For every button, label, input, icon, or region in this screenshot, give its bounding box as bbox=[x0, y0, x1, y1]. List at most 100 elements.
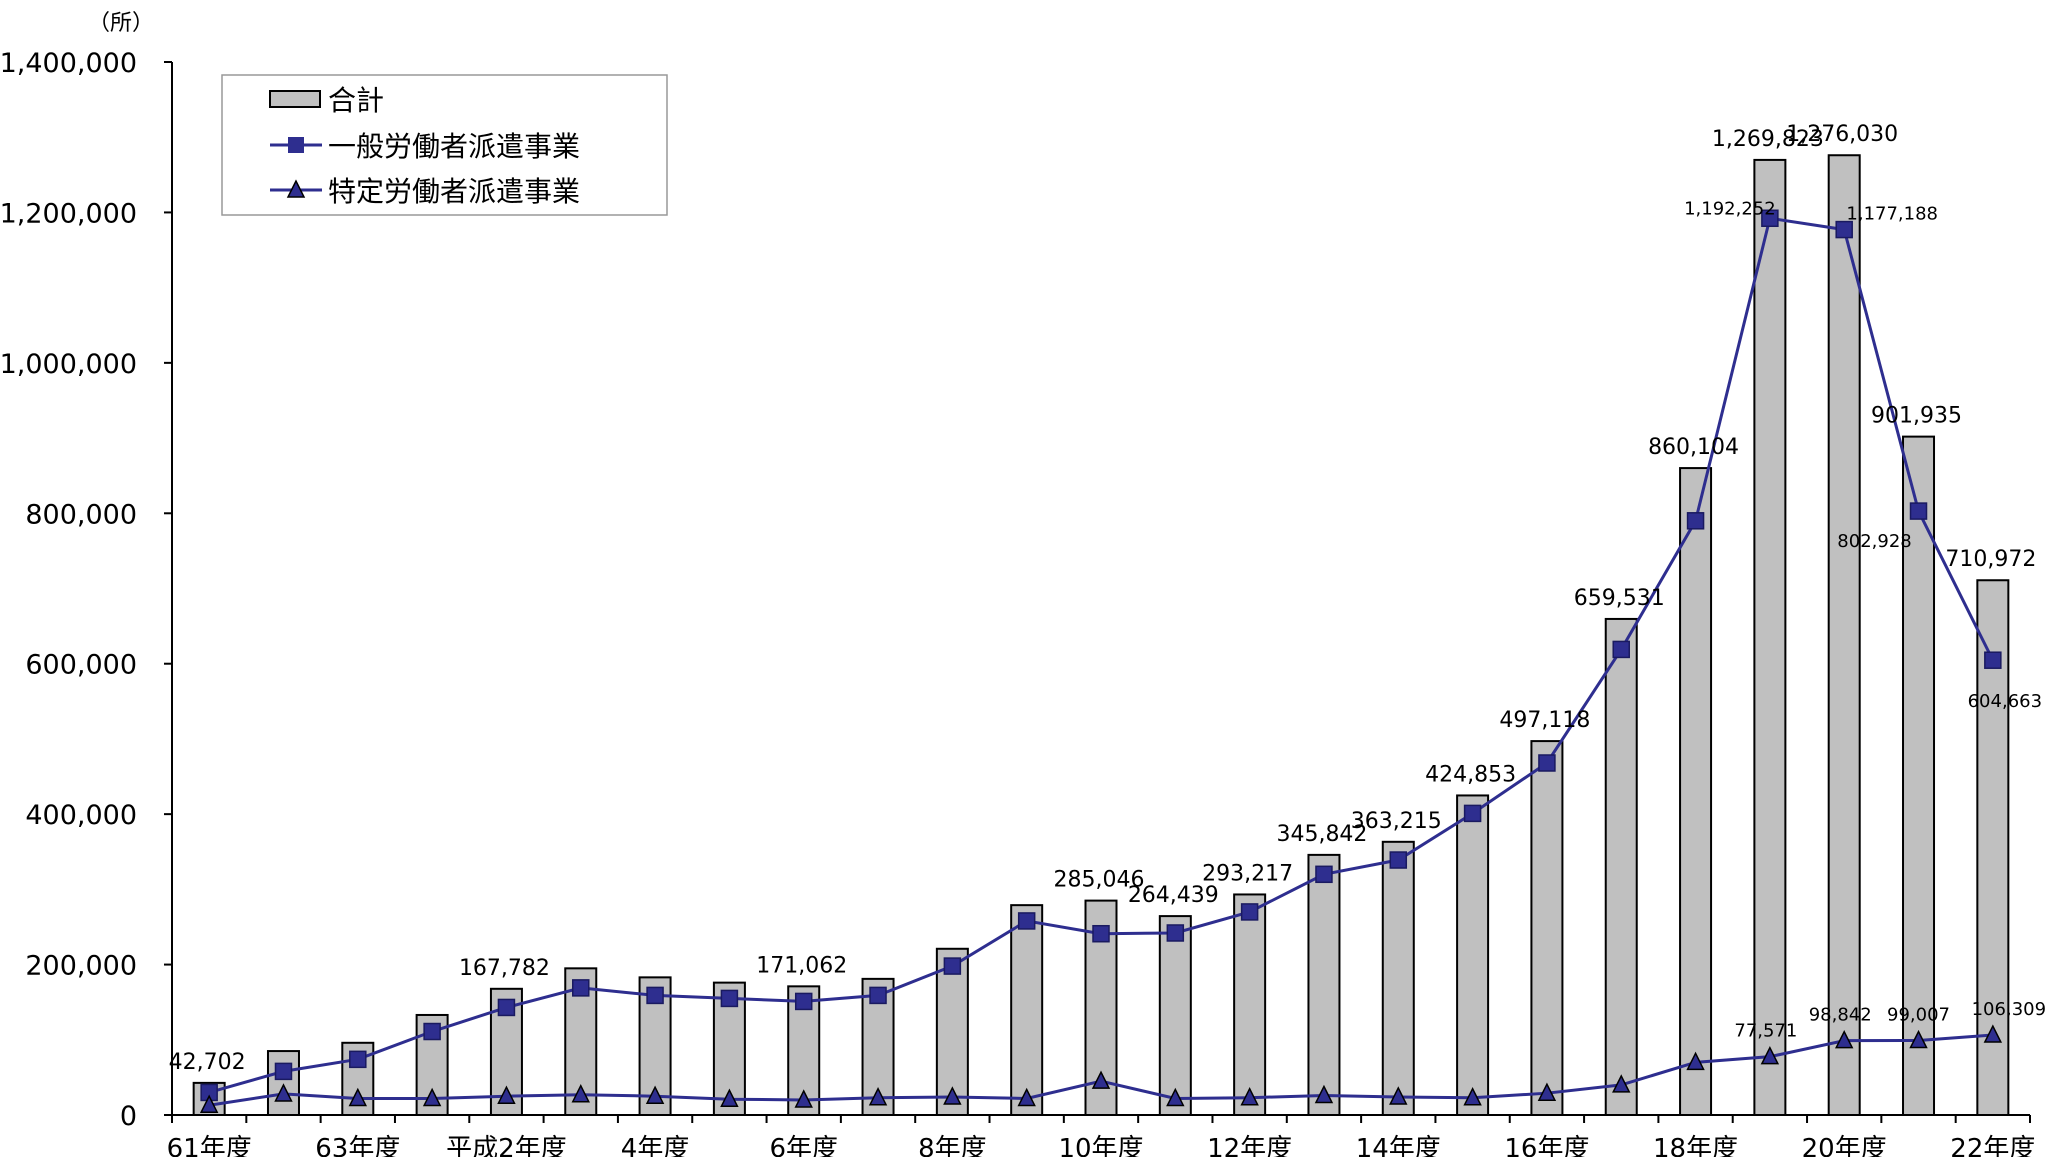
data-label-total: 1,269,823 bbox=[1712, 127, 1824, 152]
x-tick-label: 22年度 bbox=[1950, 1134, 2035, 1157]
y-tick-label: 200,000 bbox=[25, 951, 137, 982]
marker-triangle bbox=[1314, 1084, 1334, 1104]
series-lines bbox=[199, 209, 2003, 1113]
bar-total bbox=[1753, 158, 1787, 1117]
marker-triangle bbox=[1463, 1087, 1482, 1106]
data-label-total: 363,215 bbox=[1351, 809, 1442, 834]
marker-square bbox=[1835, 220, 1853, 239]
marker-square bbox=[794, 992, 813, 1011]
bar-total bbox=[1456, 794, 1490, 1116]
legend-marker-triangle bbox=[286, 179, 306, 198]
legend-label-total: 合計 bbox=[328, 84, 384, 117]
marker-square bbox=[1389, 851, 1408, 869]
bar-total bbox=[1381, 840, 1415, 1116]
legend-swatch-total bbox=[269, 90, 321, 108]
bar-total bbox=[1679, 467, 1713, 1116]
marker-square bbox=[1463, 804, 1482, 823]
y-tick-label: 800,000 bbox=[25, 499, 137, 530]
marker-square bbox=[1761, 209, 1779, 228]
data-label-total: 901,935 bbox=[1871, 404, 1962, 429]
data-label-total: 659,531 bbox=[1574, 586, 1665, 611]
x-tick-label: 8年度 bbox=[918, 1134, 987, 1157]
data-label-general: 802,928 bbox=[1837, 531, 1911, 552]
data-label-general: 1,177,188 bbox=[1846, 204, 1938, 225]
x-tick-label: 12年度 bbox=[1207, 1134, 1292, 1157]
bar-total bbox=[1604, 617, 1638, 1116]
data-label-total: 42,702 bbox=[169, 1050, 246, 1075]
bar-total bbox=[1158, 915, 1192, 1116]
x-tick-label: 6年度 bbox=[769, 1134, 838, 1157]
x-tick-label: 61年度 bbox=[167, 1134, 252, 1157]
marker-triangle bbox=[943, 1086, 962, 1105]
marker-square bbox=[1166, 924, 1185, 942]
bar-total bbox=[1233, 893, 1267, 1116]
marker-square bbox=[1240, 903, 1259, 921]
marker-square bbox=[1984, 651, 2002, 669]
bar-total bbox=[935, 947, 969, 1116]
data-label-general: 604,663 bbox=[1968, 691, 2042, 712]
data-label-total: 710,972 bbox=[1945, 547, 2036, 572]
data-label-total: 167,782 bbox=[459, 956, 550, 981]
marker-square bbox=[274, 1062, 293, 1081]
marker-triangle bbox=[497, 1085, 516, 1104]
marker-triangle bbox=[1686, 1051, 1705, 1071]
data-labels: 42,702 167,782 171,062 285,046264,439293,21… bbox=[169, 122, 2046, 1075]
data-label-specific: 99,007 bbox=[1887, 1005, 1950, 1026]
data-label-specific: 106,309 bbox=[1972, 999, 2046, 1020]
data-label-total: 264,439 bbox=[1128, 883, 1219, 908]
data-label-specific: 98,842 bbox=[1809, 1005, 1872, 1026]
marker-square bbox=[423, 1022, 441, 1041]
marker-square bbox=[1017, 912, 1036, 930]
marker-square bbox=[1686, 512, 1705, 530]
y-tick-label: 1,200,000 bbox=[0, 198, 137, 229]
x-tick-label: 20年度 bbox=[1802, 1134, 1887, 1157]
legend-label-specific: 特定労働者派遣事業 bbox=[328, 175, 580, 208]
bar-total bbox=[1307, 853, 1341, 1116]
marker-square bbox=[1092, 924, 1110, 943]
bar-total bbox=[1902, 435, 1936, 1116]
marker-square bbox=[349, 1050, 367, 1069]
y-tick-label: 1,000,000 bbox=[0, 349, 137, 380]
y-tick-label: 0 bbox=[120, 1101, 137, 1132]
x-tick-label: 63年度 bbox=[315, 1134, 400, 1157]
data-label-total: 171,062 bbox=[756, 953, 847, 978]
marker-square bbox=[1612, 640, 1630, 659]
marker-triangle bbox=[1983, 1024, 2003, 1043]
legend-marker-square bbox=[288, 137, 304, 153]
marker-square bbox=[646, 986, 664, 1005]
marker-triangle bbox=[720, 1088, 739, 1107]
data-label-total: 345,842 bbox=[1276, 822, 1367, 847]
marker-triangle bbox=[1760, 1045, 1780, 1065]
marker-triangle bbox=[794, 1089, 813, 1108]
marker-triangle bbox=[1389, 1086, 1408, 1105]
marker-triangle bbox=[1537, 1082, 1557, 1101]
marker-square bbox=[497, 998, 516, 1017]
data-label-total: 497,118 bbox=[1499, 708, 1590, 733]
marker-triangle bbox=[422, 1087, 442, 1107]
data-label-total: 860,104 bbox=[1648, 435, 1739, 460]
marker-square bbox=[869, 986, 887, 1005]
y-tick-label: 1,400,000 bbox=[0, 48, 137, 79]
marker-square bbox=[1315, 865, 1333, 884]
legend-label-general: 一般労働者派遣事業 bbox=[328, 130, 580, 163]
marker-triangle bbox=[1909, 1029, 1928, 1049]
marker-triangle bbox=[199, 1094, 219, 1113]
y-axis-unit-label: （所） bbox=[88, 11, 154, 36]
x-tick-label: 10年度 bbox=[1058, 1134, 1143, 1157]
marker-triangle bbox=[1240, 1087, 1259, 1106]
x-tick-label: 18年度 bbox=[1653, 1134, 1738, 1157]
x-tick-label: 4年度 bbox=[621, 1134, 690, 1157]
marker-triangle bbox=[868, 1087, 888, 1106]
bar-total bbox=[1010, 904, 1044, 1117]
marker-triangle bbox=[1166, 1087, 1185, 1107]
marker-square bbox=[943, 957, 962, 975]
marker-triangle bbox=[571, 1084, 590, 1103]
y-tick-label: 400,000 bbox=[25, 800, 137, 831]
marker-triangle bbox=[645, 1085, 665, 1104]
marker-triangle bbox=[348, 1087, 368, 1107]
marker-triangle bbox=[1091, 1070, 1111, 1089]
marker-square bbox=[572, 979, 590, 997]
data-label-general: 1,192,252 bbox=[1684, 198, 1776, 219]
marker-triangle bbox=[274, 1083, 293, 1102]
